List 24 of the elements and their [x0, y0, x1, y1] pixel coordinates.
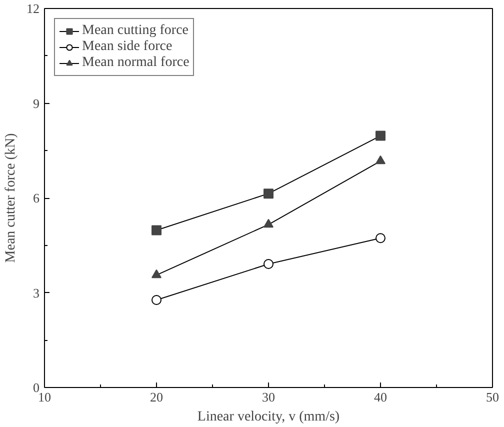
point	[264, 259, 274, 269]
y-tick-label: 9	[33, 96, 40, 111]
y-tick-label: 0	[33, 380, 40, 395]
point	[264, 218, 274, 228]
x-tick-label: 30	[262, 390, 275, 404]
x-tick-label: 20	[150, 390, 163, 404]
point	[376, 130, 386, 141]
y-tick-label: 3	[33, 285, 40, 300]
y-axis-title: Mean cutter force (kN)	[4, 132, 18, 263]
x-tick-label: 50	[486, 390, 499, 404]
point	[376, 155, 386, 164]
legend-label: Mean normal force	[82, 55, 190, 71]
point	[152, 269, 162, 278]
point	[264, 188, 274, 199]
x-tick-label: 40	[374, 390, 387, 404]
point	[376, 233, 386, 244]
x-tick-label: 10	[38, 390, 51, 404]
point	[152, 225, 162, 236]
x-axis-title: Linear velocity, v (mm/s)	[197, 410, 340, 424]
legend-label: Mean side force	[82, 39, 172, 55]
legend-label: Mean cutting force	[82, 23, 189, 39]
y-tick-label: 12	[26, 1, 40, 16]
y-tick-label: 6	[33, 190, 40, 206]
point	[152, 295, 162, 306]
